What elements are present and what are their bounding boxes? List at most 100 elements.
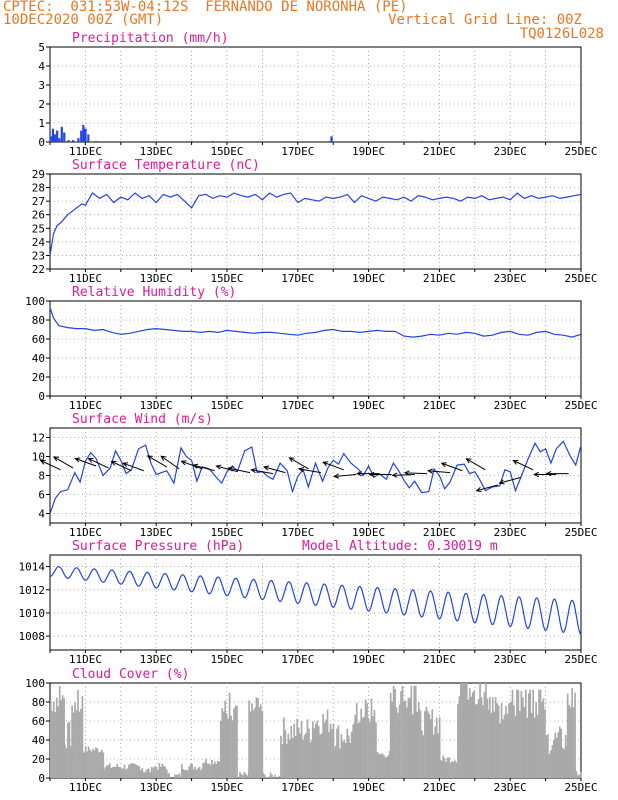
wind-arrow [426, 468, 451, 474]
cloud-bar [103, 770, 105, 778]
cloud-bar [64, 744, 66, 778]
panel-6: 0 20 40 60 80 100 11DEC 13DEC 15DEC 17DEC 19DEC 21D… [25, 667, 597, 794]
cloud-bar [357, 723, 360, 778]
cloud-bar [67, 722, 69, 778]
cloud-bar [188, 766, 191, 778]
cloud-bar [255, 697, 258, 778]
cloud-bar [388, 751, 391, 778]
y-tick-label: 27 [32, 195, 45, 208]
y-tick-label: 4 [38, 60, 45, 73]
panel-5: 1008 1010 1012 1014 11DEC 13DEC 15DEC 17DEC 19DE… [19, 539, 598, 666]
cloud-bar [206, 763, 209, 778]
panel-3: 0 20 40 60 80 100 11DEC 13DEC 15DEC 17DEC 19DEC 21D… [25, 285, 597, 412]
cloud-bar [218, 761, 221, 778]
cloud-bar [544, 709, 546, 778]
x-tick-label: 25DEC [564, 272, 597, 285]
cloud-bar [571, 687, 573, 778]
wind-arrow-head [298, 466, 305, 473]
wind-arrow-head [545, 470, 552, 477]
y-tick-label: 1010 [19, 607, 46, 620]
cloud-bar [440, 760, 443, 778]
wind-arrow-head [465, 458, 472, 464]
cloud-bar [150, 766, 153, 778]
cloud-bar [142, 771, 144, 778]
x-tick-label: 15DEC [210, 653, 243, 666]
cloud-bar [360, 708, 363, 778]
wind-arrow-shaft [334, 474, 357, 477]
x-tick-label: 25DEC [564, 399, 597, 412]
cloud-bar [342, 741, 344, 778]
cloud-bar [144, 771, 147, 778]
wind-arrow [356, 470, 380, 477]
cloud-bar [419, 710, 422, 778]
cloud-bar [331, 728, 333, 778]
cloud-bar [325, 719, 327, 778]
cloud-bar [425, 706, 428, 778]
wind-arrow-head [180, 460, 187, 466]
cloud-bar [334, 745, 337, 778]
precip-bar [58, 138, 61, 142]
cloud-bar [147, 768, 150, 778]
wind-arrow [403, 470, 428, 476]
precip-bar [95, 141, 98, 142]
wind-arrow-shaft [289, 457, 309, 470]
cloud-bar [132, 763, 135, 778]
cloud-bar [367, 717, 370, 778]
x-tick-label: 25DEC [564, 653, 597, 666]
cloud-bar [566, 693, 569, 778]
cloud-bar [262, 773, 265, 778]
cloud-bar [564, 735, 567, 778]
cloud-bar [211, 759, 213, 778]
x-tick-label: 13DEC [140, 526, 173, 539]
cloud-bar [305, 732, 307, 778]
cloud-bar [323, 722, 326, 778]
cloud-bar [110, 767, 113, 778]
cloud-bar [486, 698, 489, 778]
precip-bar [211, 141, 215, 142]
wind-arrow-shaft [428, 470, 451, 474]
cloud-bar [296, 718, 298, 778]
cloud-bar [437, 733, 440, 778]
cloud-bar [418, 707, 420, 778]
precip-bar [80, 130, 83, 142]
cloud-bar [293, 723, 296, 778]
cloud-bar [377, 752, 379, 778]
y-tick-label: 80 [32, 314, 45, 327]
y-tick-label: 6 [38, 489, 45, 502]
cloud-bar [438, 717, 441, 778]
cloud-bar [389, 692, 392, 778]
cloud-bar [165, 769, 168, 778]
cloud-bar [421, 730, 423, 778]
cloud-bar [57, 706, 60, 778]
x-tick-label: 23DEC [494, 781, 527, 794]
cloud-bar [431, 709, 434, 778]
wind-arrow [250, 467, 274, 475]
cloud-bar [432, 734, 435, 778]
wind-arrow-shaft [499, 476, 521, 484]
cloud-bar [349, 742, 352, 778]
cloud-bar [461, 683, 464, 778]
cloud-bar [81, 696, 84, 778]
cloud-bar [284, 730, 287, 778]
cloud-bar [526, 717, 529, 778]
cloud-bar [524, 689, 527, 778]
cloud-bar [244, 773, 247, 778]
cloud-bar [89, 749, 91, 778]
cloud-bar [70, 746, 72, 778]
precip-bar [84, 128, 87, 142]
x-tick-label: 23DEC [494, 526, 527, 539]
wind-arrow-shaft [264, 466, 286, 474]
cloud-bar [572, 707, 575, 778]
cloud-bar [548, 753, 551, 778]
cloud-bar [541, 702, 543, 778]
wind-arrow-shaft [228, 467, 251, 474]
wind-arrow-shaft [53, 456, 74, 469]
cloud-bar [287, 733, 290, 778]
cloud-bar [102, 752, 105, 778]
x-tick-label: 17DEC [281, 399, 314, 412]
cloud-bar [149, 772, 152, 778]
grid-line-note: Vertical Grid Line: 00Z [388, 12, 582, 28]
wind-arrow-head [52, 456, 59, 462]
cloud-bar [457, 704, 459, 778]
cloud-bar [116, 764, 119, 778]
